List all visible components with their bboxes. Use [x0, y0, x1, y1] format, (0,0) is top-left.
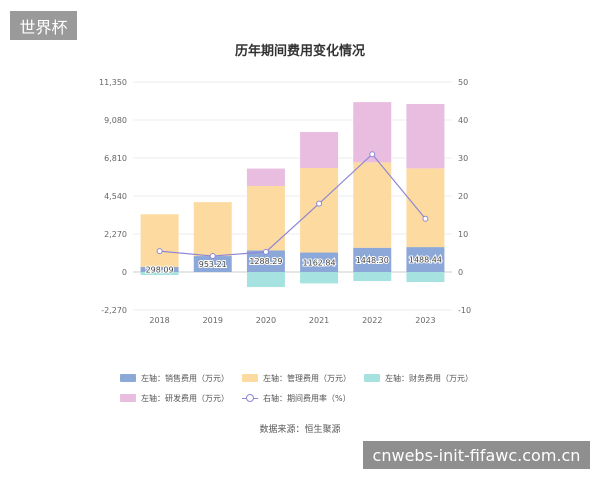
left-axis-tick-label: 4,540	[104, 192, 127, 201]
bar-rd	[406, 103, 445, 169]
bar-sales	[300, 252, 339, 272]
legend-label-finance: 左轴：财务费用（万元）	[385, 373, 473, 383]
bar-finance	[406, 272, 445, 283]
bar-admin	[353, 162, 392, 248]
right-axis-tick-label: 20	[458, 192, 468, 201]
x-axis-tick-label: 2022	[362, 316, 382, 325]
watermark: cnwebs-init-fifawc.com.cn	[363, 441, 590, 469]
x-axis-tick-label: 2023	[415, 316, 435, 325]
bar-finance	[140, 272, 179, 276]
legend-swatch-sales	[120, 374, 136, 382]
data-source-note: 数据来源：恒生聚源	[259, 425, 341, 435]
left-axis-tick-label: 6,810	[104, 154, 127, 163]
rate-line	[159, 153, 426, 257]
legend-line-rate-icon	[242, 393, 258, 403]
bar-admin	[300, 167, 339, 253]
bar-sales	[353, 247, 392, 272]
bar-admin	[246, 185, 285, 251]
rate-point	[316, 200, 323, 207]
chart-title: 历年期间费用变化情况	[234, 44, 365, 59]
x-axis-tick-label: 2019	[203, 316, 223, 325]
left-axis-tick-label: -2,270	[101, 306, 127, 315]
bar-rd	[300, 132, 339, 168]
legend-swatch-admin	[242, 374, 258, 382]
x-axis-tick-label: 2021	[309, 316, 329, 325]
sales-data-label: 298.09	[146, 266, 174, 275]
rate-point	[262, 248, 269, 255]
bar-sales	[406, 247, 445, 272]
legend-item-sales[interactable]: 左轴：销售费用（万元）	[120, 373, 242, 384]
right-axis-tick-label: -10	[458, 306, 471, 315]
legend-item-rate[interactable]: 右轴：期间费用率（%）	[242, 393, 364, 404]
legend-swatch-rd	[120, 394, 136, 402]
left-axis-tick-label: 0	[122, 268, 127, 277]
legend-swatch-finance	[364, 374, 380, 382]
legend-row: 左轴：销售费用（万元） 左轴：管理费用（万元） 左轴：财务费用（万元）	[120, 368, 500, 388]
x-axis-tick-label: 2020	[256, 316, 276, 325]
right-axis-tick-label: 40	[458, 116, 468, 125]
right-axis-tick-label: 0	[458, 268, 463, 277]
rate-point	[369, 151, 376, 158]
bar-finance	[353, 272, 392, 282]
sales-data-label: 1162.84	[303, 258, 336, 267]
right-axis-tick-label: 10	[458, 230, 468, 239]
legend-item-admin[interactable]: 左轴：管理费用（万元）	[242, 373, 364, 384]
legend-label-rd: 左轴：研发费用（万元）	[141, 393, 229, 403]
sales-data-label: 1288.29	[249, 257, 282, 266]
bar-sales	[246, 250, 285, 272]
bar-admin	[140, 214, 179, 268]
bar-admin	[406, 168, 445, 248]
legend-row: 左轴：研发费用（万元） 右轴：期间费用率（%）	[120, 388, 500, 408]
left-axis-tick-label: 11,350	[99, 78, 127, 87]
rate-point	[422, 215, 429, 222]
sales-data-label: 1488.44	[409, 256, 442, 265]
right-axis-tick-label: 50	[458, 78, 468, 87]
legend-label-rate: 右轴：期间费用率（%）	[263, 393, 351, 403]
bar-sales	[140, 267, 179, 272]
legend-label-sales: 左轴：销售费用（万元）	[141, 373, 229, 383]
bar-sales	[193, 256, 232, 272]
bar-finance	[300, 272, 339, 284]
sales-data-label: 1448.30	[356, 256, 389, 265]
left-axis-tick-label: 9,080	[104, 116, 127, 125]
x-axis-tick-label: 2018	[149, 316, 169, 325]
bar-admin	[193, 202, 232, 257]
legend-item-finance[interactable]: 左轴：财务费用（万元）	[364, 373, 486, 384]
legend-item-rd[interactable]: 左轴：研发费用（万元）	[120, 393, 242, 404]
chart-legend: 左轴：销售费用（万元） 左轴：管理费用（万元） 左轴：财务费用（万元） 左轴：研…	[120, 368, 500, 408]
rate-point	[209, 253, 216, 260]
badge-text: 世界杯	[19, 17, 68, 37]
rate-point	[156, 248, 163, 255]
watermark-text: cnwebs-init-fifawc.com.cn	[372, 445, 581, 465]
legend-label-admin: 左轴：管理费用（万元）	[263, 373, 351, 383]
bar-finance	[246, 272, 285, 288]
badge: 世界杯	[10, 11, 77, 40]
bar-rd	[246, 168, 285, 186]
right-axis-tick-label: 30	[458, 154, 468, 163]
left-axis-tick-label: 2,270	[104, 230, 127, 239]
sales-data-label: 953.21	[199, 260, 227, 269]
